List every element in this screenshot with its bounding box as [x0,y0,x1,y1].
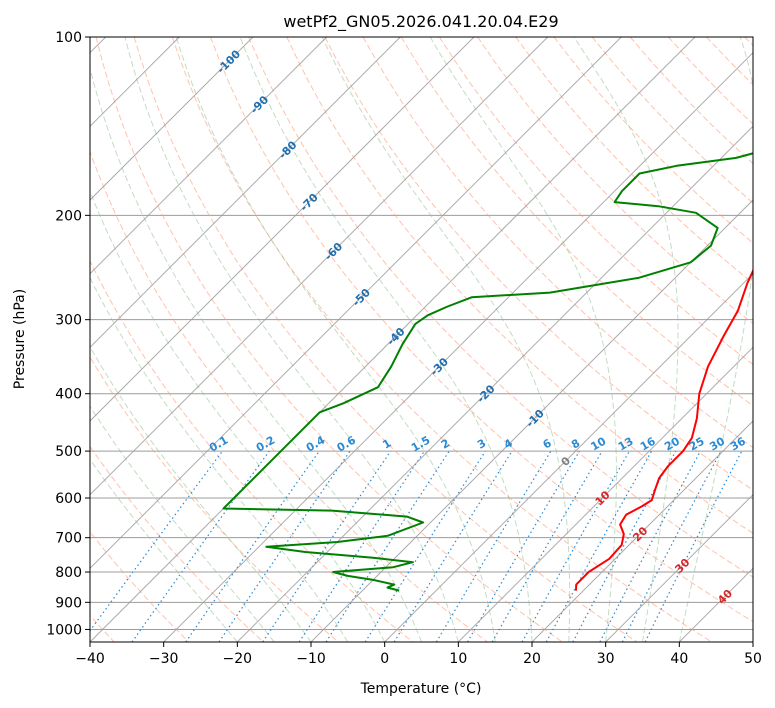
y-tick-label: 100 [55,30,82,46]
dry-adiabat [286,37,753,534]
mixing-ratio-line [325,450,450,642]
dry-adiabat [400,37,753,407]
y-tick-label: 600 [55,491,82,507]
mixing-ratio-line [218,450,351,642]
mixing-ratio-line [185,450,320,642]
mixing-ratio-line [599,450,702,642]
isotherm [90,37,696,642]
isotherm [90,37,401,349]
moist-adiabat [678,37,753,642]
profile-lines [222,152,753,592]
moist-adiabat [90,458,238,642]
y-axis-label: Pressure (hPa) [12,289,28,389]
moist-adiabat [175,37,496,642]
dry-adiabat [324,37,753,491]
x-tick-label: 20 [523,651,541,667]
dry-adiabat [362,37,753,449]
moist-adiabat [124,37,459,642]
dry-adiabat [90,445,264,642]
mixing-ratio-line [262,450,392,642]
chart-title: wetPf2_GN05.2026.041.20.04.E29 [283,12,558,32]
y-tick-label: 1000 [46,622,82,638]
mixing-ratio-line [435,450,552,642]
dry-adiabat [171,37,712,642]
x-tick-label: −20 [223,651,253,667]
moist-adiabat [90,66,422,642]
moist-adiabat [321,37,571,642]
dry-adiabat [90,150,488,642]
moist-adiabat [90,405,275,642]
isotherm [531,420,753,642]
dry-adiabat [90,356,339,642]
moist-adiabats [90,37,753,642]
x-tick-label: −30 [149,651,179,667]
dry-adiabats [90,37,753,642]
moist-adiabat [239,37,533,642]
y-axis-ticks: 100 200 300 400 500 600 700 800 900 1000 [46,30,90,638]
isotherm [90,37,549,496]
moist-adiabat [90,189,386,642]
isotherm [90,37,475,422]
x-tick-label: −40 [75,651,105,667]
x-tick-label: 50 [744,651,762,667]
dry-adiabat [95,37,563,642]
isotherm [90,37,328,275]
dewpoint-line [222,152,753,592]
y-tick-label: 400 [55,387,82,403]
dry-adiabat [210,37,753,623]
mixing-ratio-line [364,450,486,642]
isotherm [605,493,753,642]
x-axis-ticks: −40 −30 −20 −10 0 10 20 30 40 50 [75,642,762,667]
moist-adiabat [573,37,679,642]
y-tick-label: 300 [55,313,82,329]
x-tick-label: 30 [597,651,615,667]
x-tick-label: −10 [296,651,326,667]
y-tick-label: 900 [55,595,82,611]
mixing-ratio-line [298,450,425,642]
plot-area: 0.1 0.2 0.4 0.6 1 1.5 2 3 4 6 8 10 13 16 20 25 30 36-100-… [90,37,753,642]
x-tick-label: 40 [670,651,688,667]
isotherm [384,272,753,642]
moist-adiabat [90,346,312,642]
isotherm [90,37,622,570]
moist-adiabat [90,276,349,642]
isotherm [163,51,753,642]
moist-adiabat [429,37,617,642]
isotherm [457,346,753,642]
x-tick-label: 0 [380,651,389,667]
dry-adiabat [248,37,753,578]
mixing-ratio-line [572,450,677,642]
dry-adiabat [133,37,638,642]
plot-frame [89,36,754,643]
y-tick-label: 200 [55,208,82,224]
x-tick-label: 10 [449,651,467,667]
isotherm [90,37,254,201]
y-tick-label: 500 [55,444,82,460]
y-tick-label: 700 [55,531,82,547]
temperature-line [575,268,753,591]
y-tick-label: 800 [55,565,82,581]
skewed-isotherms [90,37,753,642]
isotherm [310,199,753,642]
mixing-ratio-line [466,450,580,642]
x-axis-label: Temperature (°C) [360,681,482,697]
